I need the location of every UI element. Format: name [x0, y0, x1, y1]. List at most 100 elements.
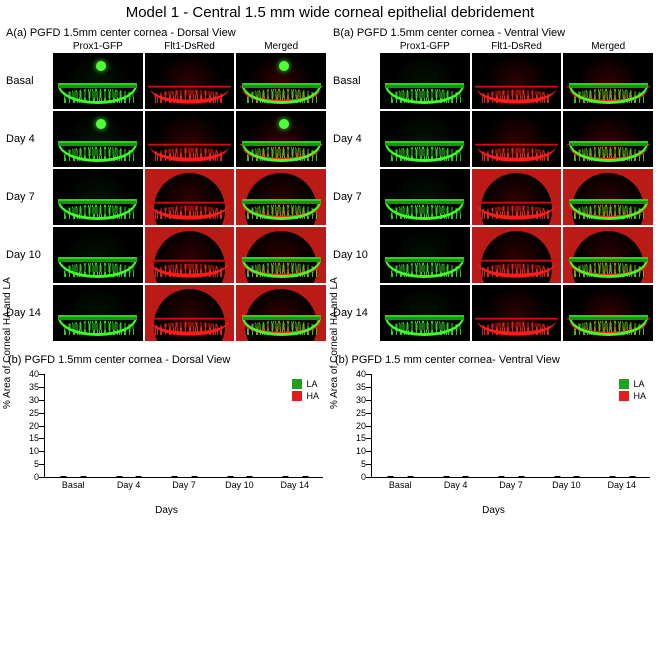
- legend-swatch-icon: [619, 379, 629, 389]
- legend-item: LA: [619, 378, 646, 390]
- y-tick-label: 5: [344, 459, 366, 469]
- micrograph: [472, 169, 562, 225]
- legend-swatch-icon: [619, 391, 629, 401]
- y-tick-label: 30: [344, 395, 366, 405]
- micrograph: [53, 285, 143, 341]
- micrograph: [380, 53, 470, 109]
- y-tick-label: 40: [17, 369, 39, 379]
- panel-header: PGFD 1.5mm center cornea - Ventral View: [357, 27, 565, 39]
- row-label: Day 7: [6, 191, 52, 203]
- x-tick-label: Day 10: [552, 480, 581, 490]
- micrograph: [563, 111, 653, 167]
- panel-label: A(a) PGFD 1.5mm center cornea - Dorsal V…: [6, 27, 327, 39]
- image-row: Day 10: [6, 226, 327, 284]
- micrograph: [236, 285, 326, 341]
- x-tick-label: Day 7: [499, 480, 523, 490]
- micrograph: [563, 53, 653, 109]
- row-label: Day 10: [6, 249, 52, 261]
- panel-label: B(a) PGFD 1.5mm center cornea - Ventral …: [333, 27, 654, 39]
- image-row: Basal: [6, 52, 327, 110]
- micrograph: [145, 169, 235, 225]
- x-tick-label: Basal: [389, 480, 412, 490]
- y-tick-label: 30: [17, 395, 39, 405]
- image-row: Day 7: [333, 168, 654, 226]
- micrograph: [145, 111, 235, 167]
- micrograph: [236, 169, 326, 225]
- x-axis-label: Days: [155, 505, 178, 516]
- micrograph: [380, 227, 470, 283]
- x-tick-label: Day 4: [117, 480, 141, 490]
- micrograph: [380, 169, 470, 225]
- micrograph: [53, 53, 143, 109]
- x-tick-label: Day 10: [225, 480, 254, 490]
- panel-header: PGFD 1.5mm center cornea - Dorsal View: [30, 27, 236, 39]
- legend-item: LA: [292, 378, 319, 390]
- column-header: Merged: [562, 41, 654, 52]
- panel-letter: B(a): [333, 27, 354, 39]
- y-tick-label: 5: [17, 459, 39, 469]
- micrograph: [380, 285, 470, 341]
- y-tick-label: 10: [17, 446, 39, 456]
- chart-b: (b) PGFD 1.5 mm center cornea- Ventral V…: [333, 350, 654, 498]
- x-tick-label: Day 14: [281, 480, 310, 490]
- bar-chart: % Area of Corneal HA and LA0510152025303…: [6, 368, 327, 498]
- micrograph: [236, 227, 326, 283]
- y-tick-label: 20: [344, 421, 366, 431]
- legend-item: HA: [619, 390, 646, 402]
- plot-area: 0510152025303540BasalDay 4Day 7Day 10Day…: [44, 374, 323, 478]
- y-tick-label: 40: [344, 369, 366, 379]
- column-header: Flt1-DsRed: [471, 41, 563, 52]
- legend-item: HA: [292, 390, 319, 402]
- y-tick-label: 20: [17, 421, 39, 431]
- y-tick-label: 10: [344, 446, 366, 456]
- image-row: Basal: [333, 52, 654, 110]
- x-tick-label: Day 14: [608, 480, 637, 490]
- legend-label: HA: [633, 390, 646, 402]
- legend-label: HA: [306, 390, 319, 402]
- y-tick-label: 15: [17, 433, 39, 443]
- micrograph: [563, 285, 653, 341]
- legend: LAHA: [619, 378, 646, 402]
- image-row: Day 10: [333, 226, 654, 284]
- legend-label: LA: [633, 378, 644, 390]
- chart-title: (b) PGFD 1.5mm center cornea - Dorsal Vi…: [8, 354, 327, 366]
- micrograph: [53, 227, 143, 283]
- micrograph: [380, 111, 470, 167]
- micrograph: [53, 169, 143, 225]
- micrograph: [472, 53, 562, 109]
- y-tick-label: 15: [344, 433, 366, 443]
- bar-chart: % Area of Corneal HA and LA0510152025303…: [333, 368, 654, 498]
- image-row: Day 14: [333, 284, 654, 342]
- panel-letter: A(a): [6, 27, 27, 39]
- image-row: Day 4: [333, 110, 654, 168]
- micrograph: [563, 169, 653, 225]
- micrograph: [472, 111, 562, 167]
- image-row: Day 14: [6, 284, 327, 342]
- chart-a: (b) PGFD 1.5mm center cornea - Dorsal Vi…: [6, 350, 327, 498]
- image-row: Day 7: [6, 168, 327, 226]
- micrograph: [236, 111, 326, 167]
- micrograph: [472, 285, 562, 341]
- y-tick-label: 0: [17, 472, 39, 482]
- legend-swatch-icon: [292, 391, 302, 401]
- x-tick-label: Basal: [62, 480, 85, 490]
- row-label: Basal: [6, 75, 52, 87]
- row-label: Day 4: [333, 133, 379, 145]
- y-tick-label: 25: [344, 408, 366, 418]
- row-label: Day 7: [333, 191, 379, 203]
- column-header: Merged: [235, 41, 327, 52]
- micrograph: [236, 53, 326, 109]
- chart-title: (b) PGFD 1.5 mm center cornea- Ventral V…: [335, 354, 654, 366]
- y-tick-label: 25: [17, 408, 39, 418]
- row-label: Basal: [333, 75, 379, 87]
- column-header: Prox1-GFP: [379, 41, 471, 52]
- y-axis-label: % Area of Corneal HA and LA: [2, 277, 13, 409]
- micrograph: [145, 285, 235, 341]
- panel-b: B(a) PGFD 1.5mm center cornea - Ventral …: [333, 27, 654, 342]
- x-tick-label: Day 4: [444, 480, 468, 490]
- y-axis-label: % Area of Corneal HA and LA: [329, 277, 340, 409]
- micrograph: [472, 227, 562, 283]
- image-row: Day 4: [6, 110, 327, 168]
- micrograph: [145, 53, 235, 109]
- column-header: Flt1-DsRed: [144, 41, 236, 52]
